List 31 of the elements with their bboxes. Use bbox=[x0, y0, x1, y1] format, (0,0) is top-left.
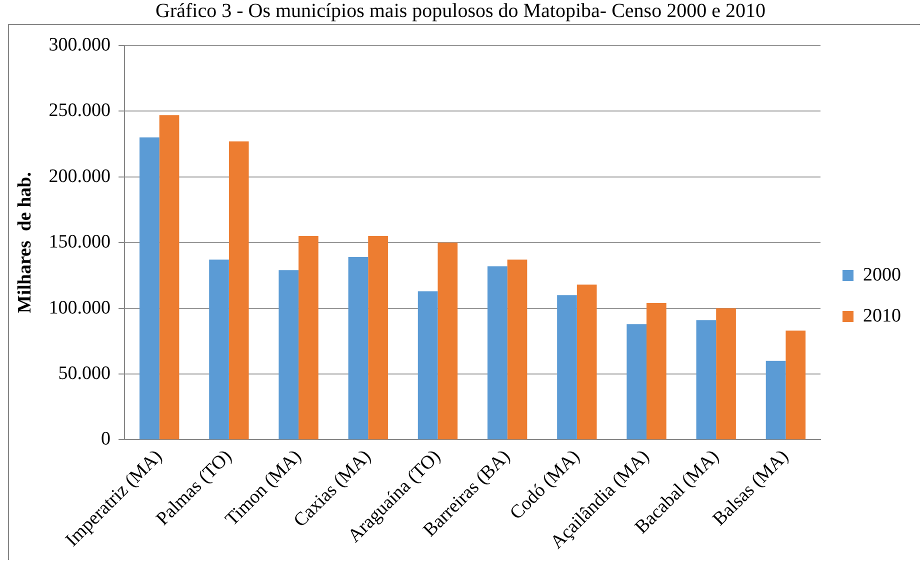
bar bbox=[766, 360, 786, 440]
bar bbox=[298, 236, 318, 440]
y-tick-label: 50.000 bbox=[58, 362, 111, 384]
y-tick-label: 250.000 bbox=[48, 100, 111, 122]
bar bbox=[278, 270, 299, 440]
bar bbox=[696, 320, 716, 440]
bar bbox=[626, 324, 647, 440]
y-tick-label: 300.000 bbox=[48, 34, 111, 56]
bar bbox=[228, 141, 249, 440]
bar bbox=[368, 236, 388, 440]
bar bbox=[140, 137, 160, 440]
bar bbox=[646, 303, 666, 440]
bar bbox=[209, 260, 229, 440]
legend-label: 2000 bbox=[863, 264, 901, 286]
bar bbox=[786, 330, 806, 440]
bar bbox=[557, 295, 577, 440]
bar bbox=[159, 115, 180, 440]
y-tick-label: 100.000 bbox=[48, 297, 111, 318]
y-axis-title: Milhares de hab. bbox=[14, 172, 36, 314]
y-tick-label: 0 bbox=[101, 428, 111, 450]
y-tick-label: 200.000 bbox=[48, 166, 111, 187]
bar bbox=[348, 257, 368, 440]
y-tick-label: 150.000 bbox=[48, 232, 111, 253]
bar bbox=[716, 308, 736, 440]
bar bbox=[418, 291, 438, 440]
legend-label: 2010 bbox=[863, 305, 901, 326]
chart-title: Gráfico 3 - Os municípios mais populosos do Matopiba- Censo 2000 e 2010 bbox=[154, 0, 766, 22]
bar bbox=[487, 266, 508, 440]
bar bbox=[576, 284, 597, 440]
bar bbox=[507, 260, 528, 440]
bar bbox=[438, 242, 458, 440]
